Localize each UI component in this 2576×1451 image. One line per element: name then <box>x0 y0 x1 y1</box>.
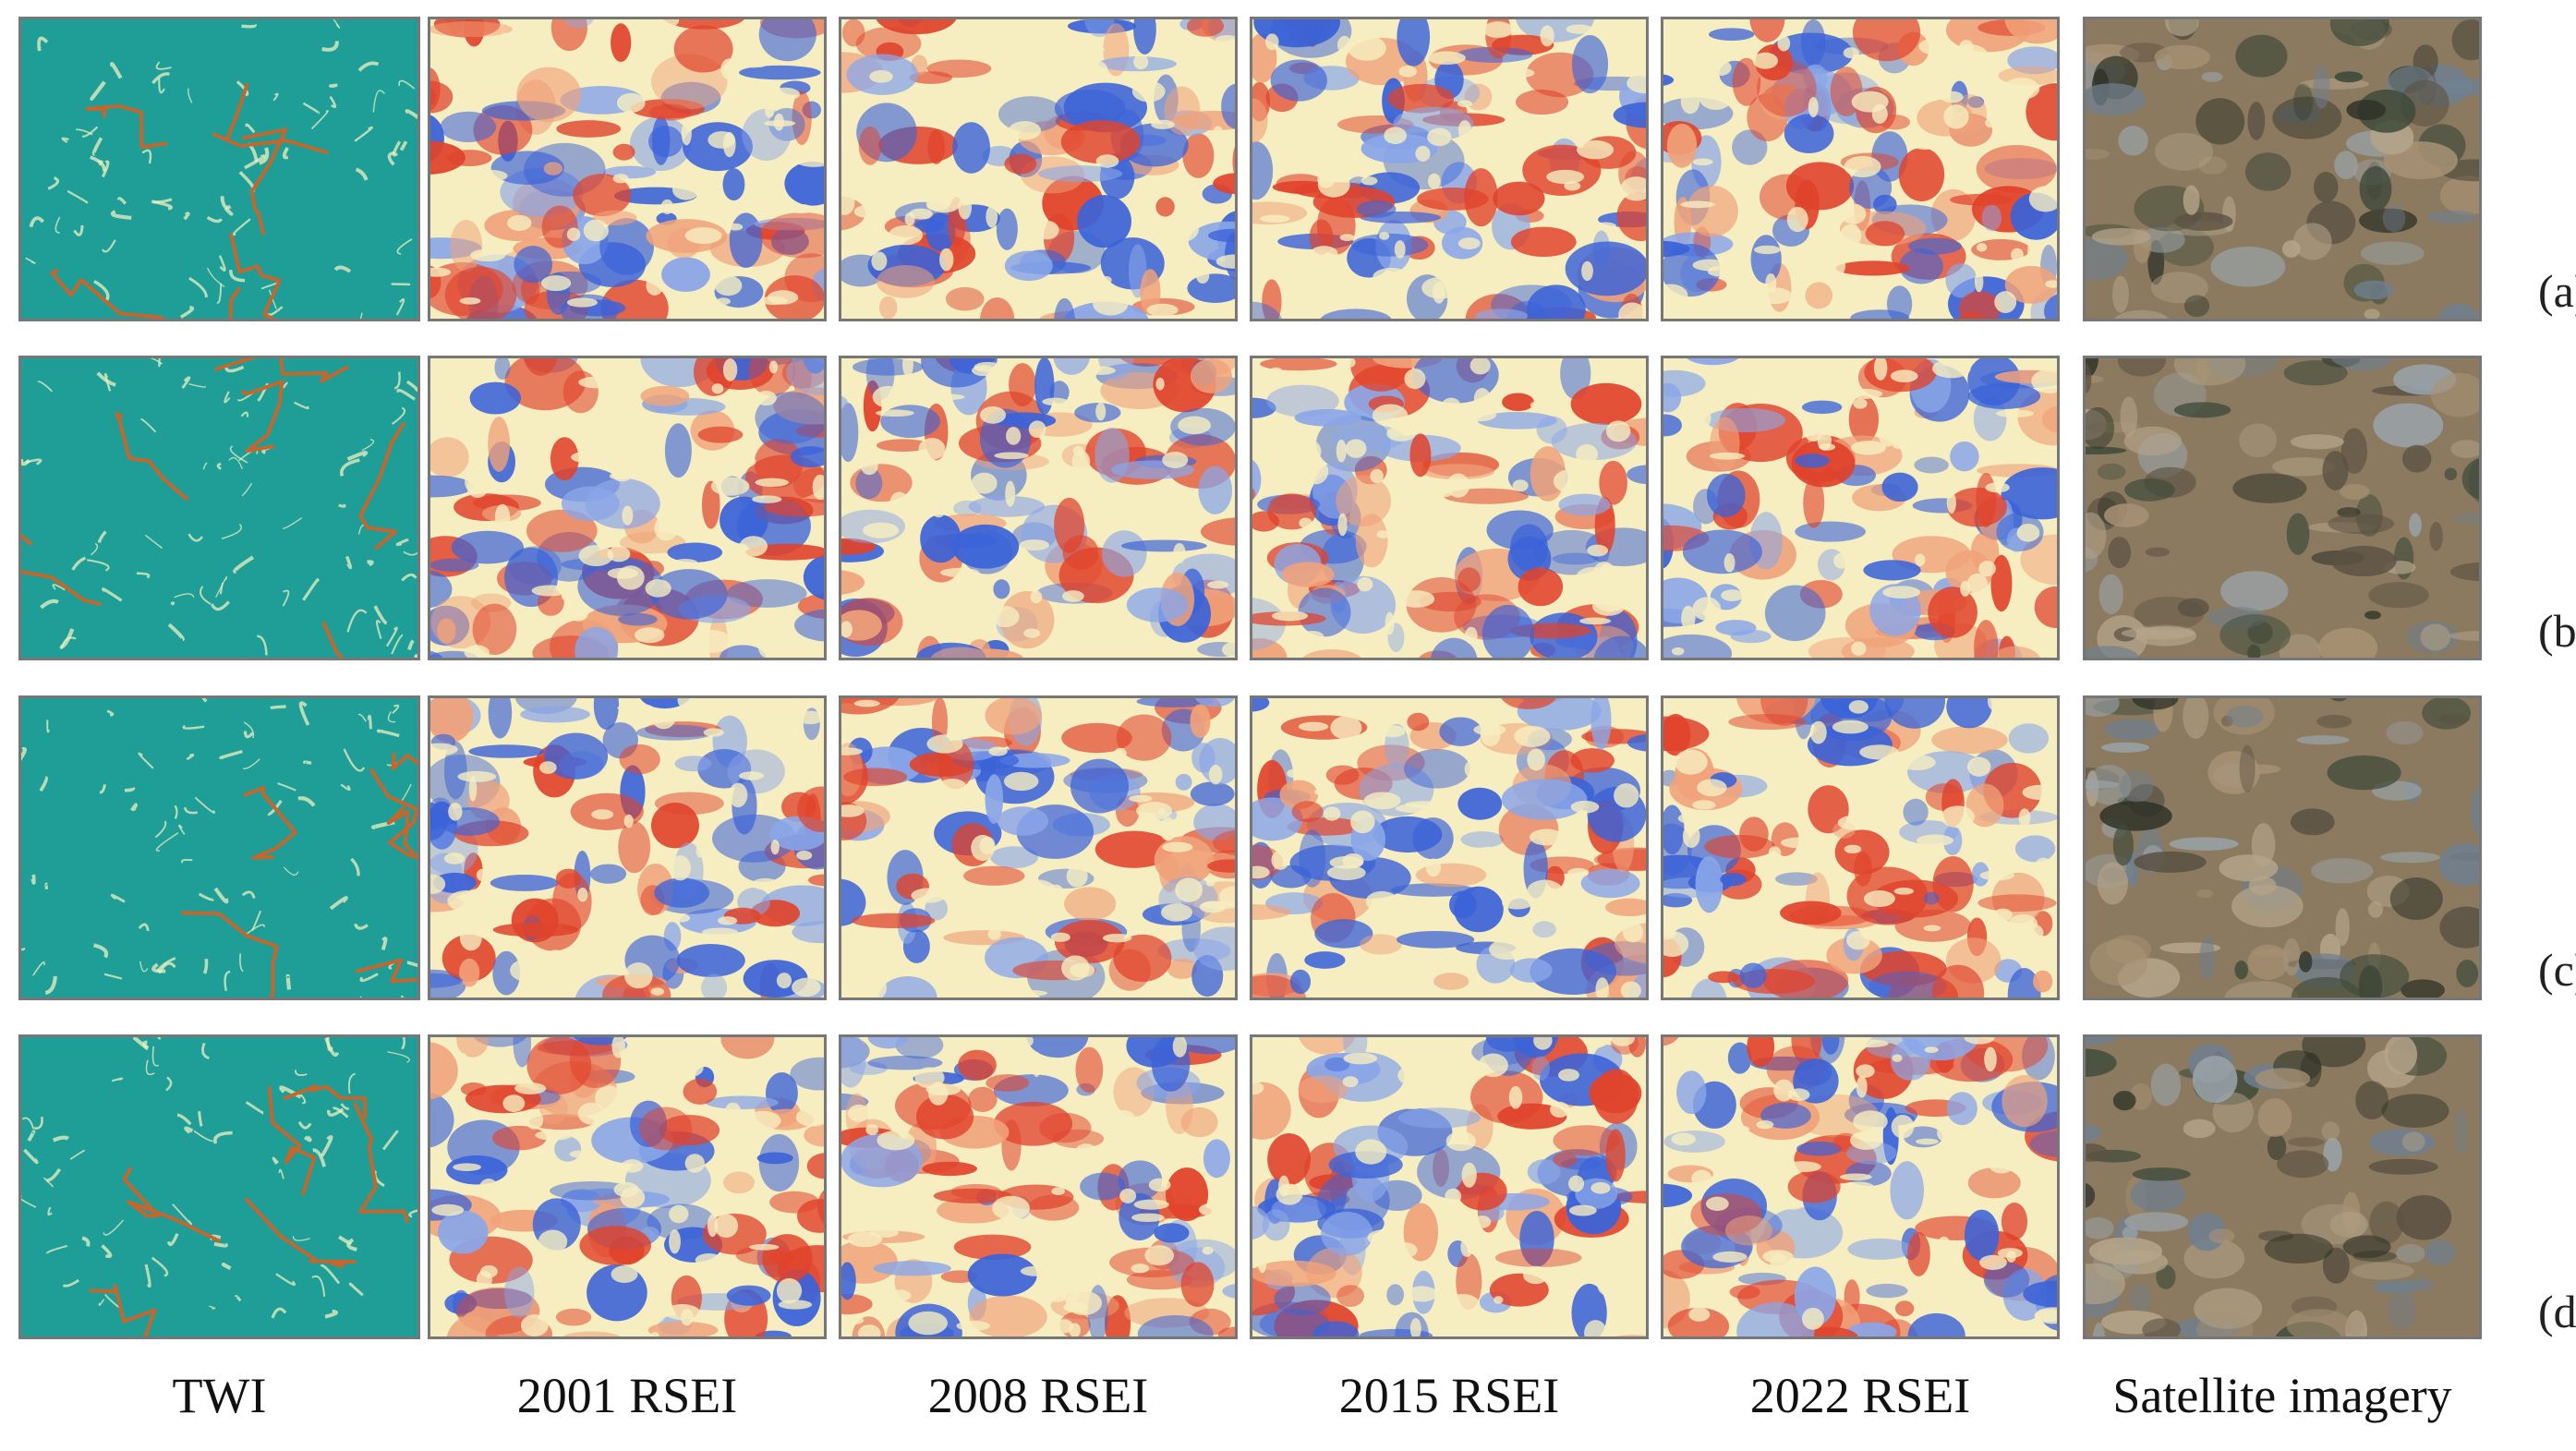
panel-rsei-map-row-4-col-3 <box>839 1034 1238 1339</box>
panel-satellite-image-row-4-col-6 <box>2083 1034 2482 1339</box>
panel-satellite-image-row-1-col-6 <box>2083 17 2482 321</box>
rsei-map-graphic <box>430 358 824 658</box>
twi-map-graphic <box>21 358 417 658</box>
panel-rsei-map-row-1-col-5 <box>1661 17 2060 321</box>
row-label: (d) <box>2538 1286 2576 1337</box>
rsei-map-graphic <box>841 358 1235 658</box>
row-label: (b) <box>2538 605 2576 657</box>
panel-rsei-map-row-4-col-2 <box>428 1034 827 1339</box>
rsei-map-graphic <box>1252 1037 1646 1336</box>
twi-map-graphic <box>21 1037 417 1336</box>
rsei-map-graphic <box>430 698 824 998</box>
rsei-map-graphic <box>841 1037 1235 1336</box>
panel-rsei-map-row-3-col-5 <box>1661 695 2060 1000</box>
panel-satellite-image-row-2-col-6 <box>2083 356 2482 660</box>
panel-rsei-map-row-4-col-5 <box>1661 1034 2060 1339</box>
panel-rsei-map-row-4-col-4 <box>1250 1034 1649 1339</box>
panel-rsei-map-row-2-col-5 <box>1661 356 2060 660</box>
panel-rsei-map-row-2-col-4 <box>1250 356 1649 660</box>
rsei-map-graphic <box>1252 358 1646 658</box>
twi-map-graphic <box>21 698 417 998</box>
rsei-map-graphic <box>1663 698 2057 998</box>
column-label: TWI <box>172 1368 267 1423</box>
rsei-map-graphic <box>841 698 1235 998</box>
satellite-image-graphic <box>2086 1037 2479 1336</box>
panel-rsei-map-row-3-col-3 <box>839 695 1238 1000</box>
rsei-map-graphic <box>1663 1037 2057 1336</box>
rsei-map-graphic <box>1252 698 1646 998</box>
satellite-image-graphic <box>2086 358 2479 658</box>
panel-rsei-map-row-1-col-4 <box>1250 17 1649 321</box>
row-label: (c) <box>2538 944 2576 996</box>
column-label: Satellite imagery <box>2112 1368 2452 1423</box>
satellite-image-graphic <box>2086 19 2479 319</box>
panel-twi-map-row-3-col-1 <box>18 695 420 1000</box>
rsei-map-graphic <box>1663 358 2057 658</box>
twi-map-graphic <box>21 19 417 319</box>
rsei-map-graphic <box>841 19 1235 319</box>
panel-rsei-map-row-2-col-3 <box>839 356 1238 660</box>
column-label: 2008 RSEI <box>927 1368 1149 1423</box>
panel-rsei-map-row-3-col-4 <box>1250 695 1649 1000</box>
rsei-map-graphic <box>430 19 824 319</box>
panel-twi-map-row-2-col-1 <box>18 356 420 660</box>
rsei-map-graphic <box>1663 19 2057 319</box>
panel-twi-map-row-1-col-1 <box>18 17 420 321</box>
panel-twi-map-row-4-col-1 <box>18 1034 420 1339</box>
panel-rsei-map-row-1-col-2 <box>428 17 827 321</box>
panel-rsei-map-row-1-col-3 <box>839 17 1238 321</box>
rsei-map-graphic <box>430 1037 824 1336</box>
column-label: 2015 RSEI <box>1338 1368 1560 1423</box>
column-label: 2022 RSEI <box>1749 1368 1971 1423</box>
panel-satellite-image-row-3-col-6 <box>2083 695 2482 1000</box>
panel-rsei-map-row-2-col-2 <box>428 356 827 660</box>
row-label: (a) <box>2538 265 2576 317</box>
rsei-map-graphic <box>1252 19 1646 319</box>
column-label: 2001 RSEI <box>516 1368 738 1423</box>
panel-rsei-map-row-3-col-2 <box>428 695 827 1000</box>
satellite-image-graphic <box>2086 698 2479 998</box>
